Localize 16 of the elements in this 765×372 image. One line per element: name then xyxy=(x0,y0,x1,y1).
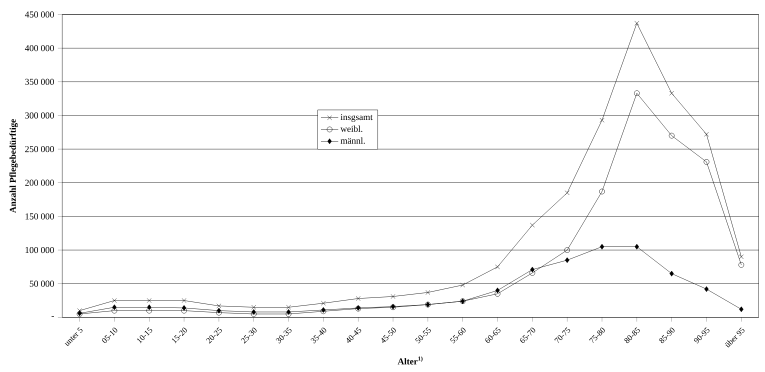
y-tick-label: 400 000 xyxy=(24,45,54,52)
legend-label: insgsamt xyxy=(340,114,373,122)
y-axis-title: Anzahl Pflegebedürftige xyxy=(9,119,18,213)
y-tick-label: 450 000 xyxy=(24,11,54,18)
y-tick-label: - xyxy=(52,316,54,317)
y-tick-label: 250 000 xyxy=(25,146,54,152)
y-tick-label: 150 000 xyxy=(26,213,54,220)
legend-label: männl. xyxy=(340,137,365,144)
y-tick-label: 350 000 xyxy=(25,78,54,85)
y-tick-label: 50 000 xyxy=(30,280,54,287)
y-tick-label: 100 000 xyxy=(26,247,54,254)
y-tick-label: 300 000 xyxy=(25,112,54,119)
y-tick-label: 200 000 xyxy=(25,180,54,186)
legend-label: weibl. xyxy=(340,126,362,132)
x-axis-title: Alter$^{1)}$ xyxy=(398,356,423,365)
x-tick-label: über 95 xyxy=(725,327,744,348)
